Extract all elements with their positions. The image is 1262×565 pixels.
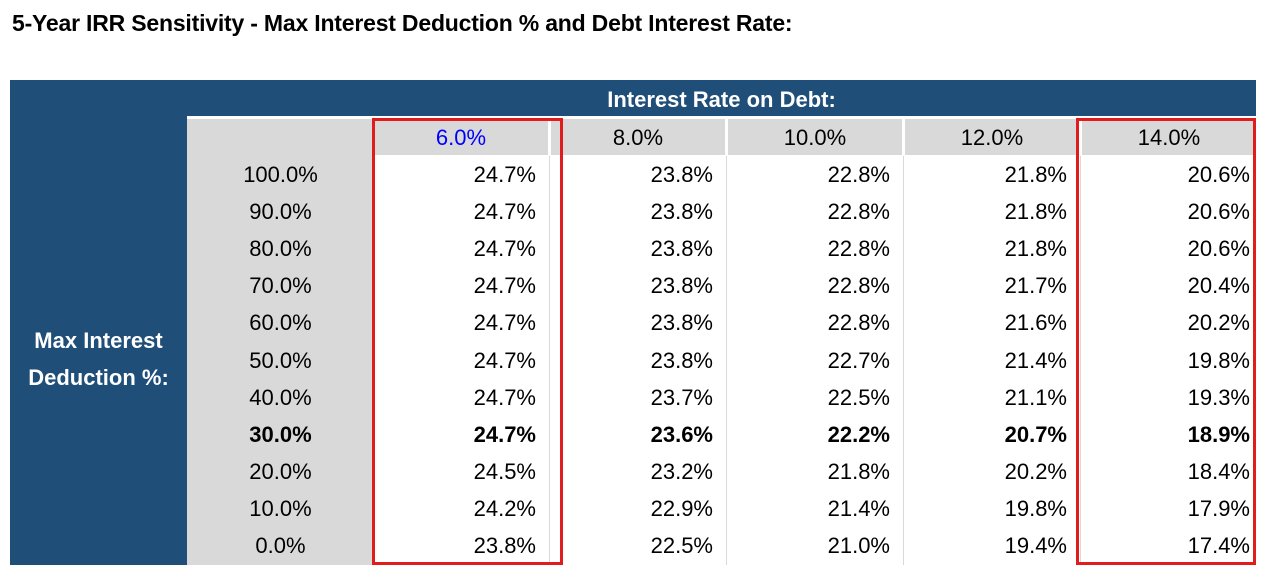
column-separator (903, 156, 904, 565)
table-cell: 22.5% (827, 384, 890, 410)
table-cell: 21.4% (1004, 347, 1067, 373)
table-cell: 21.8% (827, 458, 890, 484)
column-header-1: 8.0% (551, 119, 725, 155)
table-cell: 22.8% (827, 236, 890, 262)
table-cell: 23.8% (650, 310, 713, 336)
row-header: 70.0% (249, 273, 312, 299)
table-cell: 20.2% (1004, 458, 1067, 484)
row-header: 0.0% (255, 533, 306, 558)
column-separator (1080, 156, 1081, 565)
column-axis-label: Interest Rate on Debt: (187, 80, 1256, 116)
table-cell: 18.9% (1187, 421, 1250, 447)
row-header: 90.0% (249, 199, 312, 225)
table-cell: 24.5% (473, 458, 536, 484)
table-cell: 22.7% (827, 347, 890, 373)
table-cell: 23.6% (650, 421, 713, 447)
column-header-0: 6.0% (374, 119, 548, 155)
column-header-2: 10.0% (728, 119, 902, 155)
row-header-column (187, 119, 374, 565)
table-cell: 17.4% (1187, 533, 1250, 558)
table-cell: 24.7% (473, 162, 536, 187)
table-cell: 23.2% (650, 458, 713, 484)
table-cell: 19.8% (1004, 495, 1067, 521)
table-cell: 21.8% (1004, 199, 1067, 225)
row-header: 30.0% (249, 421, 312, 447)
table-cell: 23.8% (650, 273, 713, 299)
table-cell: 21.8% (1004, 162, 1067, 187)
table-cell: 21.4% (827, 495, 890, 521)
row-header: 50.0% (249, 347, 312, 373)
table-cell: 21.6% (1004, 310, 1067, 336)
column-header-3: 12.0% (905, 119, 1079, 155)
table-cell: 19.8% (1187, 347, 1250, 373)
table-cell: 22.8% (827, 199, 890, 225)
row-header: 60.0% (249, 310, 312, 336)
highlight-box-first-column (372, 118, 563, 565)
table-cell: 19.4% (1004, 533, 1067, 558)
table-cell: 22.8% (827, 273, 890, 299)
table-cell: 22.8% (827, 162, 890, 187)
row-header: 20.0% (249, 458, 312, 484)
row-axis-label: Max Interest Deduction %: (10, 322, 187, 396)
table-cell: 23.8% (473, 533, 536, 558)
table-cell: 24.2% (473, 495, 536, 521)
table-cell: 22.9% (650, 495, 713, 521)
page-title: 5-Year IRR Sensitivity - Max Interest De… (12, 10, 793, 36)
table-cell: 21.1% (1004, 384, 1067, 410)
table-cell: 20.7% (1004, 421, 1067, 447)
table-cell: 24.7% (473, 199, 536, 225)
table-cell: 24.7% (473, 347, 536, 373)
table-cell: 24.7% (473, 421, 536, 447)
table-cell: 23.8% (650, 347, 713, 373)
table-cell: 20.6% (1187, 199, 1250, 225)
table-cell: 21.0% (827, 533, 890, 558)
table-cell: 20.6% (1187, 236, 1250, 262)
table-cell: 22.2% (827, 421, 890, 447)
table-cell: 24.7% (473, 236, 536, 262)
table-cell: 23.7% (650, 384, 713, 410)
table-cell: 23.8% (650, 162, 713, 187)
table-cell: 20.6% (1187, 162, 1250, 187)
highlight-box-last-column (1076, 118, 1256, 565)
column-separator (549, 156, 550, 565)
row-header: 80.0% (249, 236, 312, 262)
table-cell: 19.3% (1187, 384, 1250, 410)
table-cell: 17.9% (1187, 495, 1250, 521)
table-cell: 22.8% (827, 310, 890, 336)
table-cell: 22.5% (650, 533, 713, 558)
table-cell: 24.7% (473, 384, 536, 410)
column-separator (726, 156, 727, 565)
table-cell: 23.8% (650, 236, 713, 262)
row-axis-panel (10, 80, 187, 565)
table-cell: 24.7% (473, 273, 536, 299)
column-header-4: 14.0% (1082, 119, 1256, 155)
table-cell: 24.7% (473, 310, 536, 336)
row-header: 100.0% (243, 162, 318, 187)
table-cell: 21.7% (1004, 273, 1067, 299)
row-axis-label-line-1: Max Interest (34, 328, 163, 353)
table-cell: 20.2% (1187, 310, 1250, 336)
table-cell: 23.8% (650, 199, 713, 225)
table-cell: 20.4% (1187, 273, 1250, 299)
table-cell: 21.8% (1004, 236, 1067, 262)
row-axis-label-line-2: Deduction %: (28, 365, 169, 390)
table-cell: 18.4% (1187, 458, 1250, 484)
row-header: 40.0% (249, 384, 312, 410)
row-header: 10.0% (249, 495, 312, 521)
